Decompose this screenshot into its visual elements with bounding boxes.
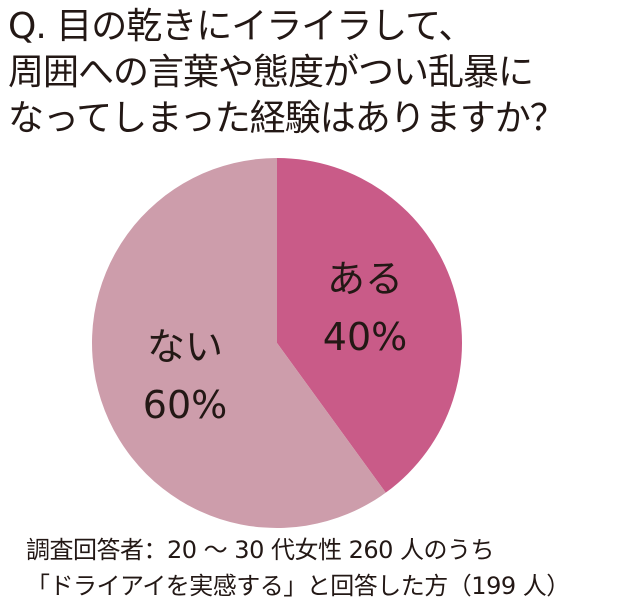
slice-label-yes-name: ある (326, 257, 403, 301)
pie-slice-yes (277, 158, 462, 493)
slice-label-no: ない 60% (130, 318, 240, 434)
title-line-2: 周囲への言葉や態度がつい乱暴に (8, 52, 534, 93)
survey-note: 調査回答者：20 ～ 30 代女性 260 人のうち 「ドライアイを実感する」と… (26, 532, 636, 604)
title-line-1: Q. 目の乾きにイライラして、 (8, 6, 474, 47)
title-line-3: なってしまった経験はありますか？ (8, 98, 566, 139)
slice-label-no-name: ない (146, 325, 223, 369)
slice-label-yes-percent: 40% (322, 315, 408, 359)
question-title: Q. 目の乾きにイライラして、 周囲への言葉や態度がつい乱暴に なってしまった経… (8, 4, 638, 142)
pie-slice-no (91, 158, 386, 528)
survey-note-line-1: 調査回答者：20 ～ 30 代女性 260 人のうち (26, 536, 495, 564)
slice-label-no-percent: 60% (142, 383, 228, 427)
slice-label-yes: ある 40% (310, 250, 420, 366)
survey-note-line-2: 「ドライアイを実感する」と回答した方（199 人） (26, 572, 570, 600)
